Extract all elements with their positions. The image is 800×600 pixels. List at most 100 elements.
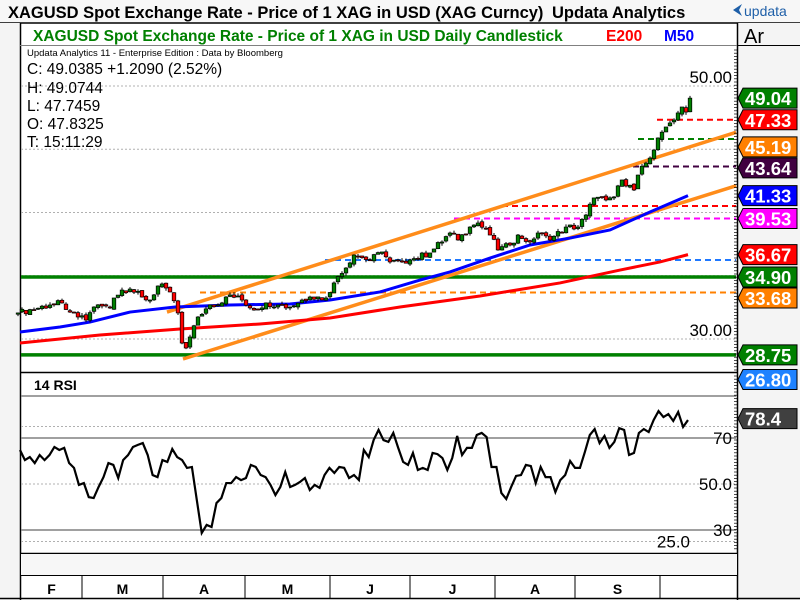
price-tag-33-68: 33.68 bbox=[737, 287, 798, 309]
price-tag-text: 49.04 bbox=[745, 88, 792, 109]
candle-up bbox=[343, 267, 349, 274]
candle-up bbox=[651, 149, 657, 159]
rsi-tick-label: 30 bbox=[713, 521, 732, 540]
candle-down bbox=[479, 221, 485, 228]
candle-up bbox=[307, 296, 313, 301]
title-bar bbox=[0, 0, 800, 23]
candle-up bbox=[207, 304, 213, 309]
candle-down bbox=[623, 179, 629, 187]
price-tag-text: 45.19 bbox=[745, 137, 791, 158]
candle-up bbox=[467, 226, 473, 234]
updata-logo[interactable]: updata bbox=[733, 3, 787, 19]
vendor-name: Updata Analytics bbox=[552, 4, 685, 22]
candle-up bbox=[419, 252, 425, 260]
candle-up bbox=[35, 307, 41, 310]
month-label: M bbox=[117, 581, 129, 597]
price-tick-label: 30.00 bbox=[689, 321, 732, 340]
low-value: L: 47.7459 bbox=[27, 98, 100, 115]
scroll-band[interactable] bbox=[21, 554, 737, 575]
candle-down bbox=[31, 309, 37, 311]
axis-header: Ar bbox=[744, 26, 764, 48]
price-tick-label: 50.00 bbox=[689, 68, 732, 87]
price-tag-text: 28.75 bbox=[745, 345, 791, 366]
price-tag-text: 78.4 bbox=[745, 409, 782, 430]
candle-up bbox=[155, 285, 161, 295]
high-value: H: 49.0744 bbox=[27, 80, 103, 97]
price-tag-47-33: 47.33 bbox=[737, 109, 798, 131]
candle-down bbox=[247, 305, 253, 309]
candle-down bbox=[167, 286, 173, 293]
candle-up bbox=[619, 179, 625, 187]
candle-down bbox=[403, 260, 409, 264]
price-tag-text: 39.53 bbox=[745, 208, 791, 229]
candle-up bbox=[115, 294, 121, 298]
candle-down bbox=[487, 227, 493, 236]
candle-down bbox=[179, 311, 185, 344]
price-tag-shape bbox=[737, 368, 798, 390]
candle-up bbox=[663, 126, 669, 133]
candle-down bbox=[71, 311, 77, 314]
candle-up bbox=[667, 122, 673, 127]
candle-up bbox=[407, 259, 413, 265]
candle-down bbox=[51, 303, 57, 306]
candle-down bbox=[279, 304, 285, 306]
legend-m50[interactable]: M50 bbox=[664, 28, 694, 45]
candle-up bbox=[595, 196, 601, 199]
rsi-series bbox=[19, 409, 689, 537]
rsi-tick-label: 70 bbox=[713, 429, 732, 448]
candle-up bbox=[187, 336, 193, 348]
price-gridlines bbox=[21, 85, 736, 340]
candle-up bbox=[327, 292, 333, 298]
m50-line bbox=[19, 194, 689, 334]
candle-up bbox=[275, 304, 281, 308]
candle-down bbox=[483, 227, 489, 230]
candle-down bbox=[83, 314, 89, 321]
candle-up bbox=[271, 306, 277, 309]
candle-down bbox=[59, 299, 65, 304]
candle-up bbox=[127, 288, 133, 292]
candle-up bbox=[587, 203, 593, 217]
legend-e200[interactable]: E200 bbox=[606, 28, 642, 45]
candle-up bbox=[443, 236, 449, 242]
candle-down bbox=[283, 304, 289, 309]
moving-averages bbox=[19, 194, 689, 345]
price-tag-text: 26.80 bbox=[745, 369, 791, 390]
candle-down bbox=[67, 310, 73, 313]
candle-up bbox=[655, 137, 661, 151]
candle-up bbox=[215, 304, 221, 307]
candle-up bbox=[347, 262, 353, 268]
candle-down bbox=[519, 235, 525, 239]
time-value: T: 15:11:29 bbox=[27, 134, 103, 151]
month-label: F bbox=[47, 581, 56, 597]
candle-up bbox=[95, 304, 101, 308]
candle-down bbox=[99, 303, 105, 307]
price-tag-shape bbox=[737, 266, 798, 288]
candle-up bbox=[459, 234, 465, 242]
candle-up bbox=[435, 242, 441, 249]
candle-down bbox=[183, 342, 189, 349]
candle-down bbox=[559, 231, 565, 234]
candle-down bbox=[255, 308, 261, 311]
candle-up bbox=[379, 251, 385, 254]
candle-up bbox=[471, 224, 477, 228]
candle-down bbox=[603, 195, 609, 201]
candle-down bbox=[239, 294, 245, 301]
price-tag-41-33: 41.33 bbox=[737, 185, 798, 207]
price-tag-shape bbox=[737, 109, 798, 131]
candle-down bbox=[523, 238, 529, 242]
candle-up bbox=[427, 252, 433, 258]
price-tag-shape bbox=[737, 207, 798, 229]
candle-down bbox=[355, 255, 361, 258]
candle-down bbox=[211, 304, 217, 308]
candle-down bbox=[175, 300, 181, 314]
candle-up bbox=[219, 302, 225, 307]
rsi-last-tag: 78.4 bbox=[737, 408, 798, 430]
candle-up bbox=[87, 312, 93, 321]
price-tag-34-90: 34.90 bbox=[737, 266, 798, 288]
candle-up bbox=[79, 315, 85, 318]
candlesticks bbox=[15, 95, 693, 350]
candle-up bbox=[19, 308, 25, 313]
